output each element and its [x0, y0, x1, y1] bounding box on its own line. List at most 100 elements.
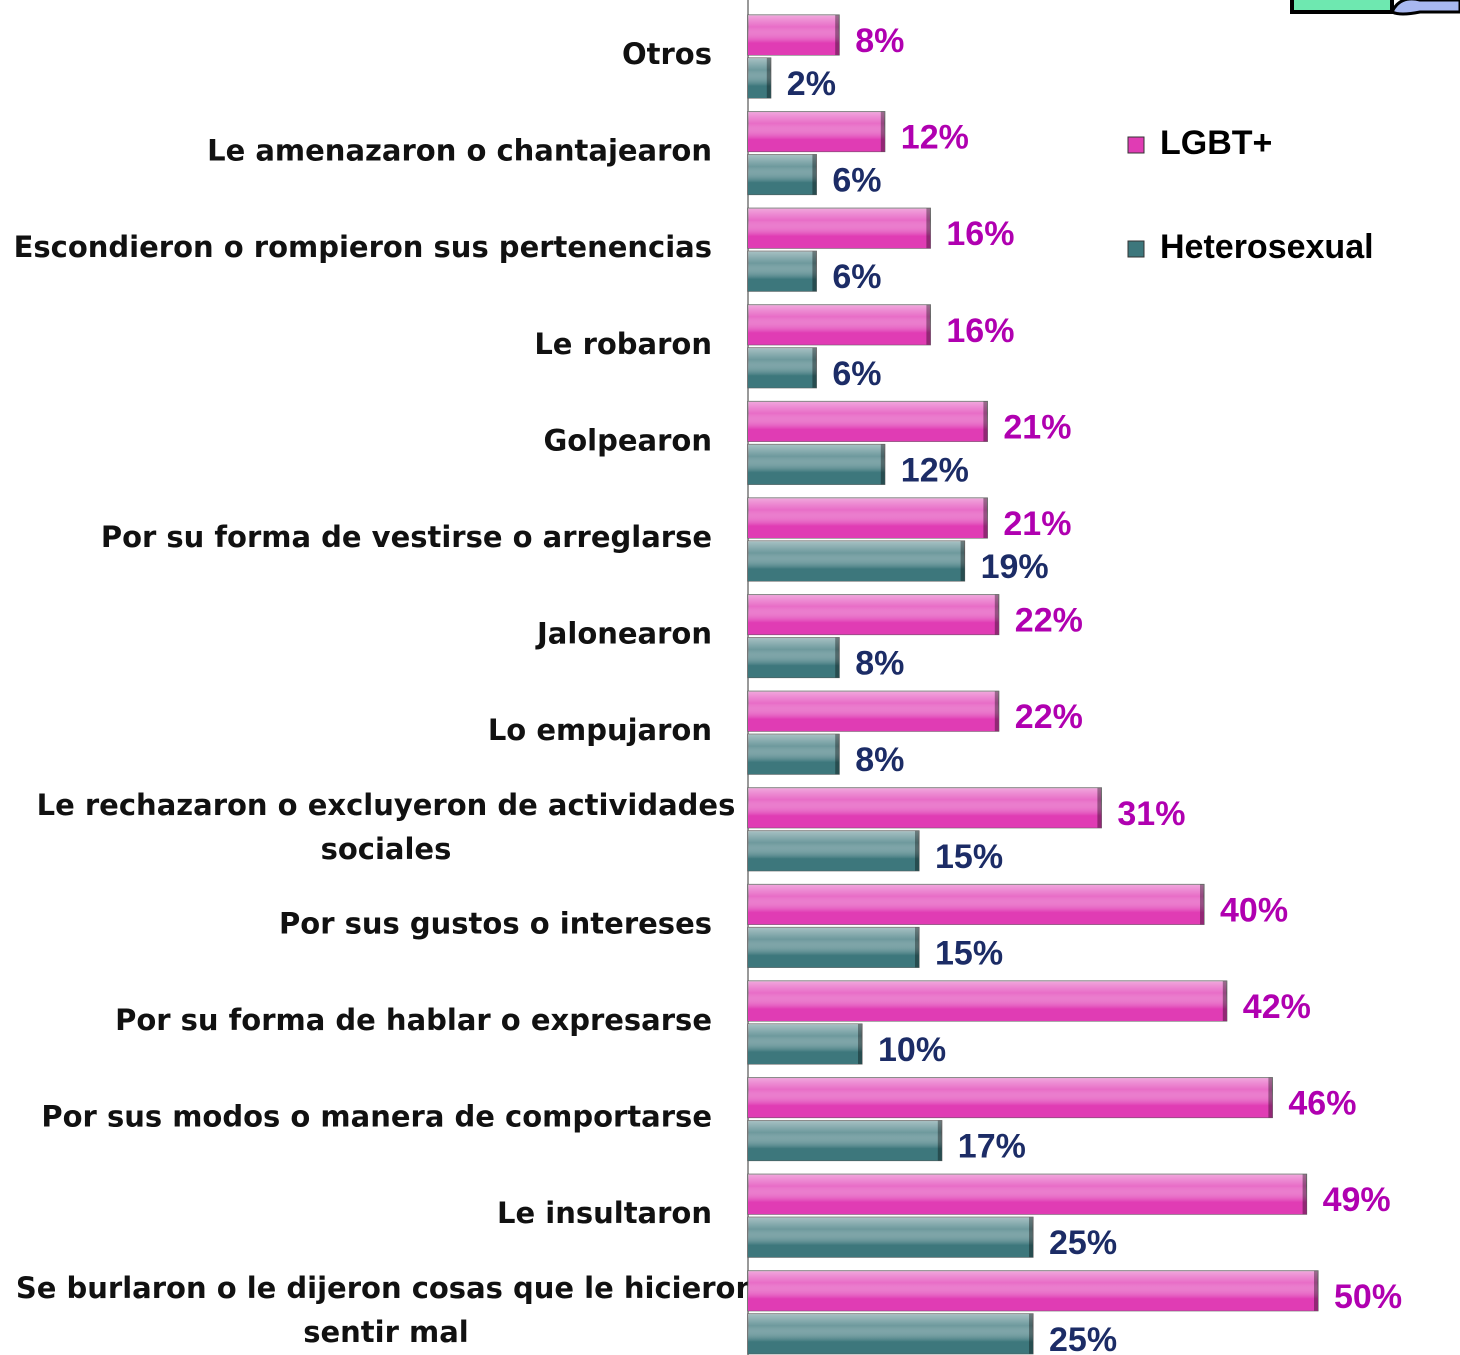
bar-shade [748, 304, 931, 345]
bar-end [1029, 1217, 1033, 1258]
bar-end [835, 637, 840, 678]
bar-end [880, 111, 885, 152]
bar-shade [748, 1270, 1318, 1311]
bar-end [960, 541, 965, 581]
category-label: Le insultaron [497, 1196, 712, 1230]
bar-end [835, 734, 840, 775]
bar-shade [748, 884, 1204, 925]
value-label: 15% [935, 934, 1003, 972]
bar-shade [748, 787, 1102, 828]
legend-swatch [1127, 136, 1145, 154]
bar-shade [748, 111, 885, 152]
bar-shade [748, 1077, 1273, 1118]
category-label: Escondieron o rompieron sus pertenencias [14, 230, 712, 264]
bar-shade [748, 347, 817, 388]
value-label: 22% [1015, 698, 1083, 736]
value-label: 42% [1243, 988, 1311, 1026]
bar-shade [748, 927, 919, 968]
category-label: Le rechazaron o excluyeron de actividade… [37, 788, 736, 866]
value-label: 50% [1334, 1278, 1402, 1316]
bar-shade [748, 251, 817, 292]
bar-end [1029, 1313, 1033, 1354]
category-label: Se burlaron o le dijeron cosas que le hi… [16, 1271, 756, 1349]
value-label: 17% [958, 1128, 1026, 1166]
bar-end [880, 444, 885, 485]
value-label: 40% [1220, 891, 1288, 929]
bar-end [1200, 884, 1204, 925]
category-label: Le amenazaron o chantajearon [207, 134, 712, 168]
bar-shade [748, 1024, 862, 1064]
bar-shade [748, 208, 931, 249]
bar-end [937, 1120, 942, 1161]
bar-end [983, 401, 988, 442]
bar-shade [748, 154, 817, 195]
bar-end [812, 154, 817, 195]
category-label: Otros [622, 37, 712, 71]
bar-end [812, 251, 817, 292]
value-label: 21% [1003, 505, 1071, 543]
value-label: 12% [901, 119, 969, 157]
value-label: 10% [878, 1031, 946, 1069]
bar-shade [748, 594, 999, 635]
legend-label: Heterosexual [1160, 228, 1374, 266]
bar-end [858, 1024, 862, 1064]
category-label: Por sus modos o manera de comportarse [41, 1100, 712, 1134]
bar-end [994, 594, 999, 635]
bar-end [994, 691, 999, 732]
bar-shade [748, 401, 988, 442]
category-label: Por su forma de vestirse o arreglarse [101, 520, 712, 554]
bar-shade [748, 541, 965, 581]
bar-shade [748, 1217, 1033, 1258]
value-label: 6% [832, 162, 881, 200]
bar-shade [748, 15, 840, 55]
category-label: Por su forma de hablar o expresarse [115, 1003, 712, 1037]
value-label: 19% [981, 548, 1049, 586]
bar-shade [748, 1313, 1033, 1354]
value-label: 8% [855, 645, 904, 683]
value-label: 2% [787, 65, 836, 103]
value-label: 15% [935, 838, 1003, 876]
value-label: 46% [1288, 1085, 1356, 1123]
bar-shade [748, 1120, 942, 1161]
value-label: 6% [832, 355, 881, 393]
bar-end [1097, 787, 1102, 828]
bar-shade [748, 1174, 1307, 1215]
legend-label: LGBT+ [1160, 124, 1272, 162]
bar-end [915, 927, 919, 968]
bar-shade [748, 444, 885, 485]
bar-end [915, 830, 919, 871]
bar-shade [748, 498, 988, 538]
value-label: 21% [1003, 408, 1071, 446]
value-label: 25% [1049, 1321, 1117, 1355]
bar-end [766, 58, 771, 98]
legend-swatch [1127, 240, 1145, 258]
value-label: 49% [1323, 1181, 1391, 1219]
value-label: 22% [1015, 602, 1083, 640]
value-label: 12% [901, 451, 969, 489]
value-label: 6% [832, 258, 881, 296]
category-label: Por sus gustos o intereses [279, 906, 712, 940]
bar-shade [748, 830, 919, 871]
value-label: 8% [855, 741, 904, 779]
value-label: 16% [946, 215, 1014, 253]
category-label: Lo empujaron [488, 713, 712, 747]
bar-shade [748, 58, 771, 98]
value-label: 25% [1049, 1224, 1117, 1262]
category-label: Golpearon [543, 423, 712, 457]
bar-end [1302, 1174, 1307, 1215]
bar-end [1268, 1077, 1273, 1118]
bar-shade [748, 637, 840, 678]
corner-icon [1290, 0, 1460, 16]
bar-end [983, 498, 988, 538]
value-label: 16% [946, 312, 1014, 350]
bar-shade [748, 734, 840, 775]
bar-end [812, 347, 817, 388]
bar-shade [748, 981, 1227, 1021]
bar-end [926, 304, 931, 345]
category-label: Le robaron [534, 327, 712, 361]
bar-shade [748, 691, 999, 732]
bar-end [1314, 1270, 1318, 1311]
bar-end [926, 208, 931, 249]
bar-end [1222, 981, 1227, 1021]
